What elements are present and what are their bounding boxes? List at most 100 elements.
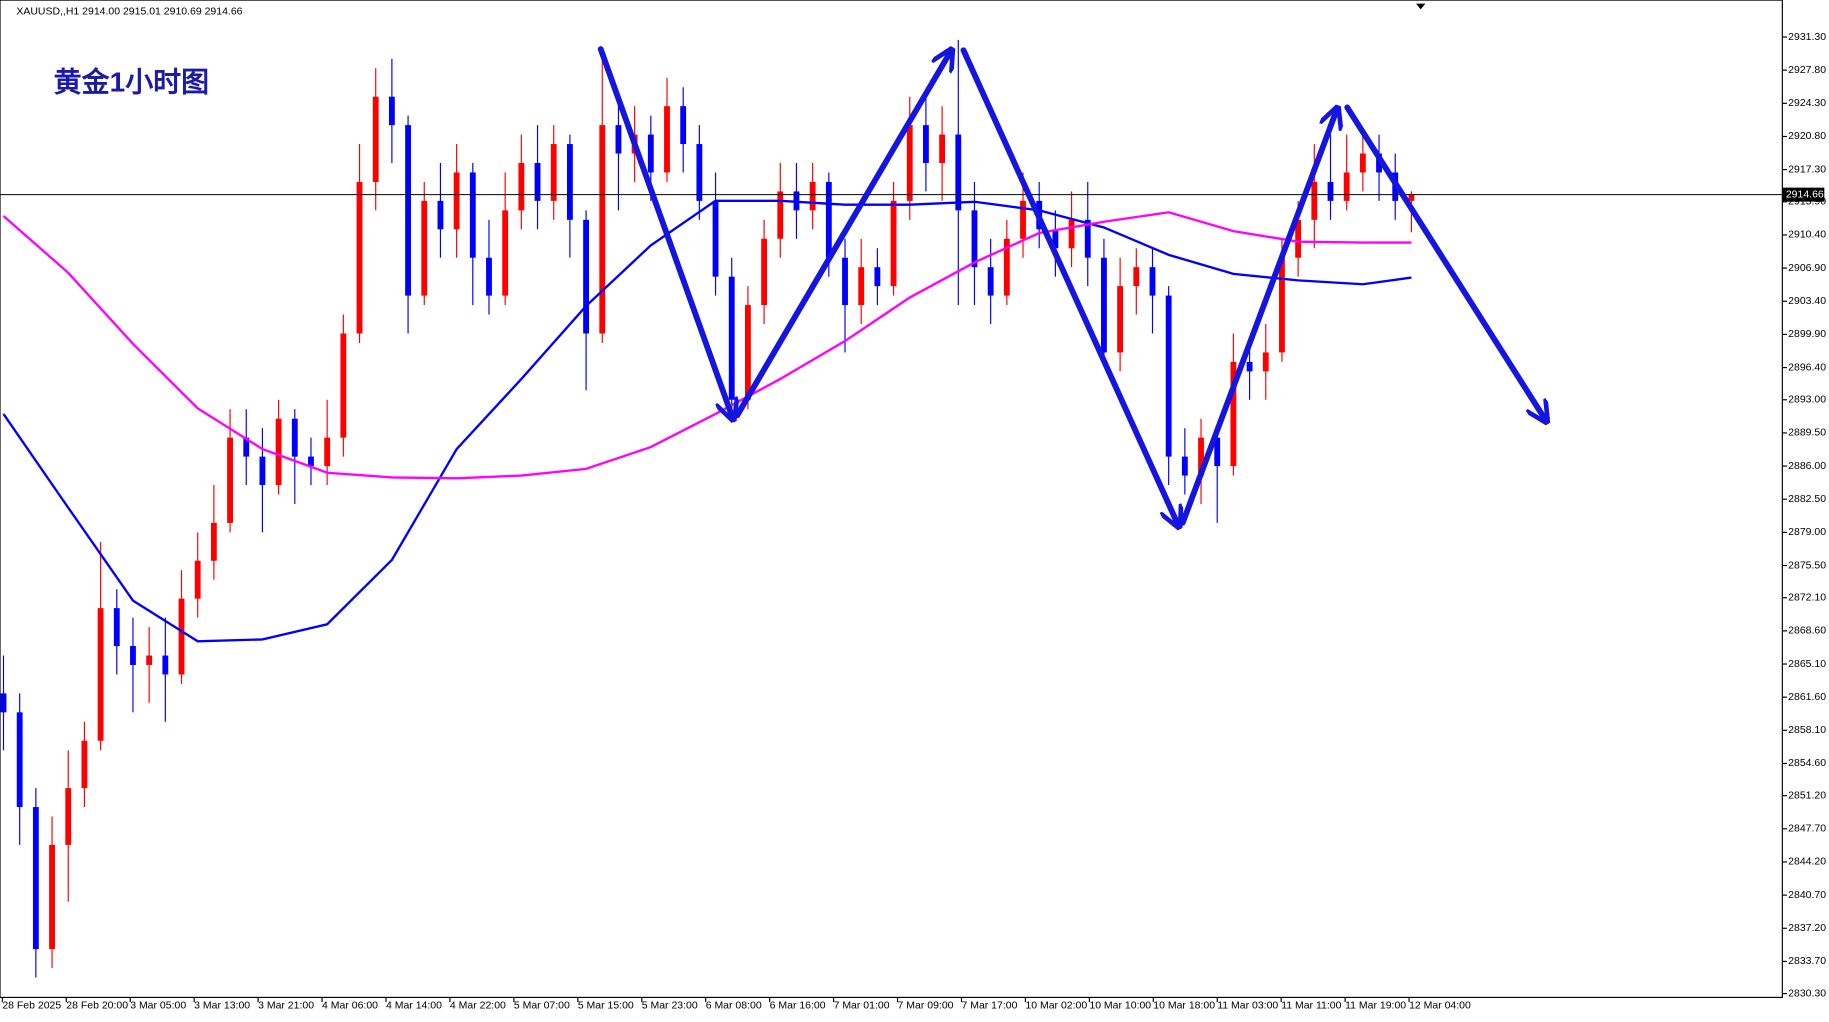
y-tick-label: 2906.90 — [1788, 263, 1826, 274]
y-tick-label: 2917.30 — [1788, 164, 1826, 175]
x-tick-label: 4 Mar 22:00 — [450, 1000, 506, 1011]
candle-body — [1376, 153, 1382, 173]
candle-body — [113, 608, 120, 647]
candle-body — [97, 608, 104, 741]
y-tick-label: 2910.40 — [1788, 230, 1826, 241]
candle-body — [955, 134, 962, 211]
y-tick-label: 2903.40 — [1788, 296, 1826, 307]
y-tick-label: 2879.00 — [1788, 527, 1826, 538]
y-tick-label: 2886.00 — [1788, 461, 1826, 472]
candle-body — [1230, 361, 1237, 467]
candle-body — [1246, 361, 1253, 372]
candle-body — [842, 257, 848, 306]
x-tick-label: 3 Mar 13:00 — [194, 1000, 250, 1011]
candle-body — [906, 125, 913, 201]
arrow — [1344, 104, 1545, 420]
candle-body — [1327, 181, 1334, 201]
candle-body — [1165, 295, 1172, 457]
x-tick-label: 7 Mar 01:00 — [834, 1000, 890, 1011]
candle-body — [1295, 219, 1302, 258]
candle-body — [566, 144, 573, 220]
x-tick-label: 6 Mar 08:00 — [706, 1000, 762, 1011]
x-tick-label: 7 Mar 09:00 — [898, 1000, 954, 1011]
y-tick-label: 2899.90 — [1788, 329, 1826, 340]
candle-body — [178, 598, 185, 675]
x-tick-label: 28 Feb 20:00 — [66, 1000, 128, 1011]
y-tick-label: 2872.10 — [1788, 592, 1826, 603]
candle-body — [744, 305, 751, 400]
candle-body — [728, 276, 735, 400]
candle-body — [1117, 286, 1124, 353]
candle-body — [486, 257, 492, 296]
candle-body — [1003, 238, 1010, 296]
candle-body — [825, 181, 832, 258]
candle-body — [1052, 229, 1059, 249]
moving-average — [2, 199, 1412, 643]
y-tick-label: 2851.20 — [1788, 790, 1826, 801]
candle-body — [502, 210, 509, 296]
candle-body — [146, 655, 153, 665]
candle-body — [162, 655, 169, 675]
candle-body — [194, 560, 201, 599]
candle-body — [664, 106, 670, 173]
chart-title: 黄金1小时图 — [54, 65, 210, 97]
candle-body — [1133, 267, 1140, 287]
candle-body — [1084, 219, 1091, 258]
arrow — [597, 46, 733, 418]
candle-body — [227, 437, 233, 523]
candle-body — [65, 788, 72, 845]
candle-body — [890, 200, 897, 287]
candle-body — [340, 333, 347, 438]
y-tick-label: 2833.70 — [1788, 956, 1826, 967]
y-tick-label: 2875.50 — [1788, 560, 1826, 571]
candle-body — [1198, 437, 1204, 476]
y-tick-label: 2893.00 — [1788, 395, 1826, 406]
last-price-box — [1782, 187, 1825, 202]
candle-body — [372, 96, 379, 182]
candle-body — [453, 172, 460, 230]
y-tick-label: 2865.10 — [1788, 659, 1826, 670]
candle-body — [405, 125, 411, 296]
candle-body — [696, 144, 703, 201]
y-tick-label: 2858.10 — [1788, 725, 1826, 736]
candle-body — [0, 693, 7, 713]
candle-body — [987, 267, 994, 296]
candle-body — [680, 106, 687, 145]
plot-frame — [0, 0, 1783, 998]
candle-body — [761, 238, 768, 306]
candle-body — [130, 646, 136, 665]
candle-body — [1262, 352, 1269, 372]
candle-body — [308, 456, 314, 467]
candle-body — [81, 740, 88, 789]
candle-body — [971, 210, 978, 268]
y-tick-label: 2854.60 — [1788, 758, 1826, 769]
x-tick-label: 6 Mar 16:00 — [770, 1000, 826, 1011]
candle-body — [1214, 437, 1221, 467]
candle-body — [1311, 181, 1318, 220]
candle-body — [599, 125, 606, 334]
y-tick-label: 2847.70 — [1788, 824, 1826, 835]
arrow — [960, 47, 1178, 525]
arrow — [734, 51, 950, 419]
candle-body — [534, 162, 541, 201]
trend-arrows — [597, 46, 1546, 525]
y-tick-label: 2927.80 — [1788, 65, 1826, 76]
candle-body — [647, 134, 654, 173]
candle-body — [1181, 456, 1188, 476]
y-tick-label: 2889.50 — [1788, 428, 1826, 439]
candle-body — [1068, 219, 1075, 249]
x-tick-label: 28 Feb 2025 — [2, 1000, 61, 1011]
candle-body — [858, 267, 865, 306]
x-tick-label: 11 Mar 11:00 — [1281, 1000, 1341, 1011]
plot: 2931.30 2927.80 2924.30 2920.80 2917.30 2913.… — [0, 32, 1826, 1011]
candle-body — [291, 418, 298, 457]
x-tick-label: 12 Mar 04:00 — [1409, 1000, 1471, 1011]
candle-body — [437, 200, 444, 230]
x-tick-label: 10 Mar 10:00 — [1089, 1000, 1151, 1011]
y-tick-label: 2913.90 — [1788, 197, 1826, 208]
candle-body — [1149, 267, 1156, 296]
x-tick-label: 4 Mar 14:00 — [386, 1000, 442, 1011]
candle-body — [1279, 257, 1285, 353]
